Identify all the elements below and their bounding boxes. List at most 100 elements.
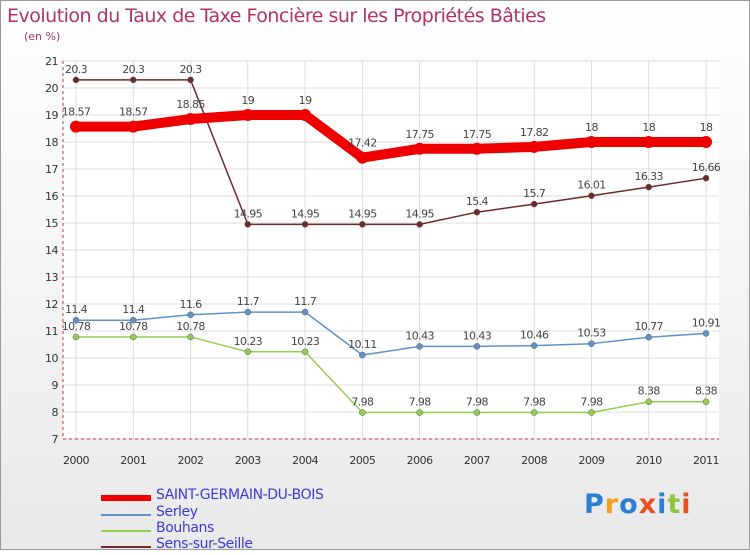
data-label: 7.98	[351, 396, 374, 409]
data-point	[356, 151, 369, 164]
x-tick-label: 2006	[407, 454, 433, 467]
data-point	[127, 120, 140, 133]
y-tick-label: 14	[45, 244, 58, 257]
data-point	[244, 308, 252, 316]
data-point	[470, 142, 483, 155]
y-tick-label: 21	[45, 55, 58, 68]
x-tick-label: 2000	[63, 454, 89, 467]
x-tick-label: 2011	[693, 454, 719, 467]
data-label: 11.7	[294, 295, 317, 308]
x-tick-label: 2003	[235, 454, 261, 467]
data-point	[473, 409, 481, 416]
data-point	[359, 221, 366, 228]
data-point	[241, 109, 254, 121]
series-line-3	[75, 79, 707, 226]
data-label: 14.95	[234, 207, 263, 220]
data-label: 11.4	[122, 303, 145, 316]
data-label: 15.4	[466, 195, 489, 208]
data-label: 10.23	[234, 335, 263, 348]
data-point	[187, 333, 194, 341]
logo-letter: P	[584, 489, 605, 520]
data-label: 10.78	[119, 320, 148, 333]
x-tick-label: 2002	[178, 454, 204, 467]
data-label: 14.95	[405, 207, 434, 220]
data-label: 17.75	[405, 128, 434, 141]
series-line-0	[71, 110, 711, 163]
y-tick-label: 7	[52, 433, 59, 446]
legend-label: Serley	[156, 504, 198, 520]
data-point	[299, 109, 312, 121]
x-tick-label: 2008	[521, 454, 547, 467]
data-label: 18	[700, 121, 713, 134]
proxiti-logo: Proxiti	[584, 489, 692, 520]
y-tick-label: 16	[45, 190, 58, 203]
data-label: 10.53	[577, 327, 606, 340]
data-point	[702, 174, 710, 182]
legend-label: Bouhans	[156, 520, 214, 536]
logo-letter: i	[681, 489, 692, 520]
logo-letter: t	[667, 489, 682, 520]
data-label: 10.11	[348, 338, 377, 351]
data-point	[130, 76, 137, 84]
legend-swatch	[101, 546, 151, 548]
data-label: 16.01	[577, 179, 606, 192]
data-label: 20.3	[122, 63, 145, 76]
data-label: 18.57	[62, 106, 91, 119]
y-tick-label: 19	[45, 109, 58, 122]
y-tick-label: 20	[45, 82, 58, 95]
x-tick-label: 2009	[578, 454, 604, 467]
data-point	[130, 333, 137, 341]
y-tick-label: 11	[45, 325, 58, 338]
data-label: 18.57	[119, 106, 148, 119]
data-label: 16.66	[692, 161, 721, 174]
data-point	[301, 308, 309, 316]
data-label: 8.38	[638, 385, 661, 398]
data-point	[588, 192, 595, 199]
chart-unit-label: (en %)	[24, 30, 61, 43]
data-label: 10.23	[291, 335, 320, 348]
data-point	[702, 398, 710, 405]
data-label: 7.98	[409, 396, 432, 409]
data-point	[244, 221, 252, 228]
y-tick-label: 8	[52, 406, 59, 419]
data-label: 16.33	[634, 170, 663, 183]
data-label: 10.43	[463, 329, 492, 342]
y-tick-label: 10	[45, 352, 58, 365]
data-point	[645, 398, 652, 405]
data-point	[244, 348, 252, 356]
logo-letter: o	[619, 489, 639, 520]
y-tick-label: 12	[45, 298, 58, 311]
x-tick-label: 2007	[464, 454, 490, 467]
data-point	[645, 333, 652, 341]
data-label: 11.6	[179, 298, 202, 311]
data-label: 18	[585, 121, 598, 134]
data-point	[700, 136, 712, 148]
data-point	[413, 142, 426, 155]
logo-letter: i	[657, 489, 668, 520]
data-point	[72, 76, 80, 84]
data-label: 20.3	[179, 63, 202, 76]
data-point	[588, 340, 595, 347]
data-point	[416, 221, 423, 228]
data-point	[530, 200, 538, 208]
data-point	[702, 330, 710, 337]
series-line-1	[75, 311, 707, 356]
data-point	[184, 113, 197, 126]
data-label: 19	[241, 94, 254, 107]
chart-title: Evolution du Taux de Taxe Foncière sur l…	[7, 5, 546, 27]
series-line-2	[75, 336, 707, 414]
data-point	[301, 221, 309, 228]
data-point	[130, 316, 137, 324]
data-point	[359, 351, 366, 359]
data-label: 14.95	[291, 207, 320, 220]
y-tick-label: 13	[45, 271, 58, 284]
legend-swatch	[101, 530, 151, 532]
data-label: 14.95	[348, 207, 377, 220]
y-tick-label: 18	[45, 136, 58, 149]
data-label: 19	[299, 94, 312, 107]
data-point	[530, 342, 538, 349]
x-tick-label: 2001	[120, 454, 146, 467]
data-label: 10.78	[62, 320, 91, 333]
x-tick-label: 2005	[349, 454, 375, 467]
